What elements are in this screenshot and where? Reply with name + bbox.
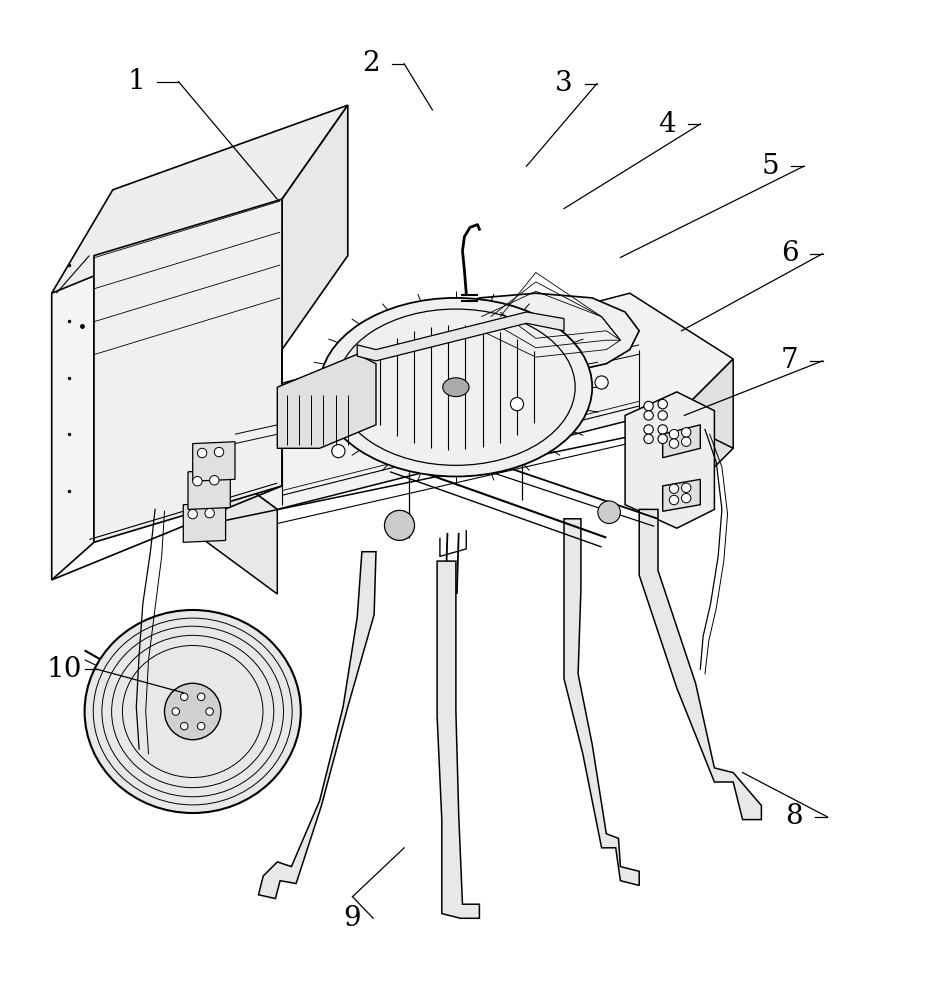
Polygon shape [348, 336, 536, 411]
Circle shape [510, 398, 524, 411]
Circle shape [210, 476, 219, 485]
Circle shape [595, 376, 608, 389]
Circle shape [682, 483, 691, 492]
Circle shape [658, 411, 667, 420]
Circle shape [206, 708, 213, 715]
Circle shape [188, 509, 197, 519]
Ellipse shape [443, 378, 469, 397]
Text: 10: 10 [46, 656, 82, 683]
Circle shape [598, 501, 620, 524]
Polygon shape [400, 312, 564, 401]
Polygon shape [437, 561, 479, 918]
Text: 2: 2 [363, 50, 380, 77]
Circle shape [172, 708, 180, 715]
Circle shape [669, 495, 679, 505]
Circle shape [669, 484, 679, 493]
Ellipse shape [320, 298, 592, 477]
Polygon shape [639, 509, 761, 820]
Circle shape [658, 399, 667, 409]
Polygon shape [282, 105, 348, 350]
Text: 9: 9 [344, 905, 361, 932]
Polygon shape [52, 256, 94, 580]
Text: 5: 5 [762, 153, 779, 180]
Text: 4: 4 [659, 110, 676, 137]
Circle shape [164, 683, 221, 740]
Circle shape [658, 434, 667, 444]
Circle shape [197, 693, 205, 701]
Circle shape [658, 425, 667, 434]
Polygon shape [183, 503, 226, 542]
Circle shape [669, 439, 679, 448]
Polygon shape [94, 199, 282, 542]
Circle shape [197, 448, 207, 458]
Polygon shape [663, 479, 700, 511]
Circle shape [193, 477, 202, 486]
Polygon shape [188, 444, 277, 594]
Circle shape [180, 722, 188, 730]
Polygon shape [258, 552, 376, 899]
Text: 7: 7 [781, 347, 798, 374]
Polygon shape [625, 392, 714, 528]
Circle shape [205, 508, 214, 518]
Polygon shape [188, 470, 230, 509]
Polygon shape [663, 425, 700, 458]
Circle shape [644, 401, 653, 411]
Polygon shape [357, 312, 564, 361]
Polygon shape [686, 359, 733, 495]
Circle shape [644, 425, 653, 434]
Ellipse shape [85, 610, 301, 813]
Circle shape [682, 493, 691, 503]
Polygon shape [564, 519, 639, 885]
Circle shape [682, 437, 691, 446]
Circle shape [197, 722, 205, 730]
Polygon shape [188, 293, 733, 509]
Polygon shape [461, 293, 639, 373]
Circle shape [384, 510, 415, 540]
Circle shape [644, 434, 653, 444]
Circle shape [332, 445, 345, 458]
Text: 1: 1 [128, 68, 145, 95]
Circle shape [669, 430, 679, 439]
Text: 3: 3 [556, 70, 572, 97]
Polygon shape [52, 105, 348, 293]
Circle shape [682, 428, 691, 437]
Circle shape [214, 447, 224, 457]
Text: 6: 6 [781, 240, 798, 267]
Circle shape [644, 411, 653, 420]
Polygon shape [193, 442, 235, 481]
Circle shape [180, 693, 188, 701]
Text: 8: 8 [786, 803, 803, 830]
Polygon shape [277, 354, 376, 448]
